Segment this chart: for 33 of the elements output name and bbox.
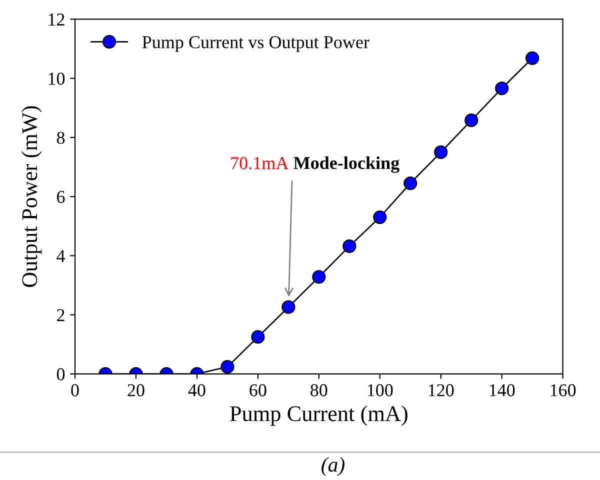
point <box>434 145 448 160</box>
y-tick-label: 4 <box>56 250 65 262</box>
annotation: 70.1mA <box>231 157 289 170</box>
legend-label: Pump Current vs Output Power <box>142 36 370 52</box>
y-tick-label: 2 <box>57 309 64 322</box>
x-tick-label: 120 <box>428 384 454 396</box>
y-tick-label: 0 <box>56 368 65 380</box>
x-tick-label: 60 <box>250 384 266 396</box>
x-tick-label: 0 <box>71 384 79 396</box>
x-tick-label: 20 <box>128 384 144 396</box>
y-tick-label: 12 <box>48 14 64 26</box>
x-tick-label: 100 <box>368 384 393 396</box>
point <box>282 300 296 314</box>
point <box>251 330 265 344</box>
y-tick-label: 6 <box>57 190 65 203</box>
x-axis-title: Pump Current (mA) <box>230 406 408 426</box>
point <box>495 82 509 96</box>
point <box>404 176 418 190</box>
text: (a) <box>322 457 345 476</box>
x-tick-label: 80 <box>310 384 328 396</box>
point <box>312 270 326 284</box>
x-tick-label: 40 <box>188 384 206 396</box>
point <box>464 113 478 128</box>
point <box>526 51 540 66</box>
x-tick-label: 160 <box>550 384 576 396</box>
y-tick-label: 8 <box>56 132 65 144</box>
annotation: Mode-locking <box>294 156 400 173</box>
point <box>373 210 387 224</box>
y-axis-title: Output Power (mW) <box>22 106 42 287</box>
y-tick-label: 10 <box>48 72 65 85</box>
x-tick-label: 140 <box>490 384 515 396</box>
point <box>220 360 234 374</box>
point <box>342 239 356 254</box>
